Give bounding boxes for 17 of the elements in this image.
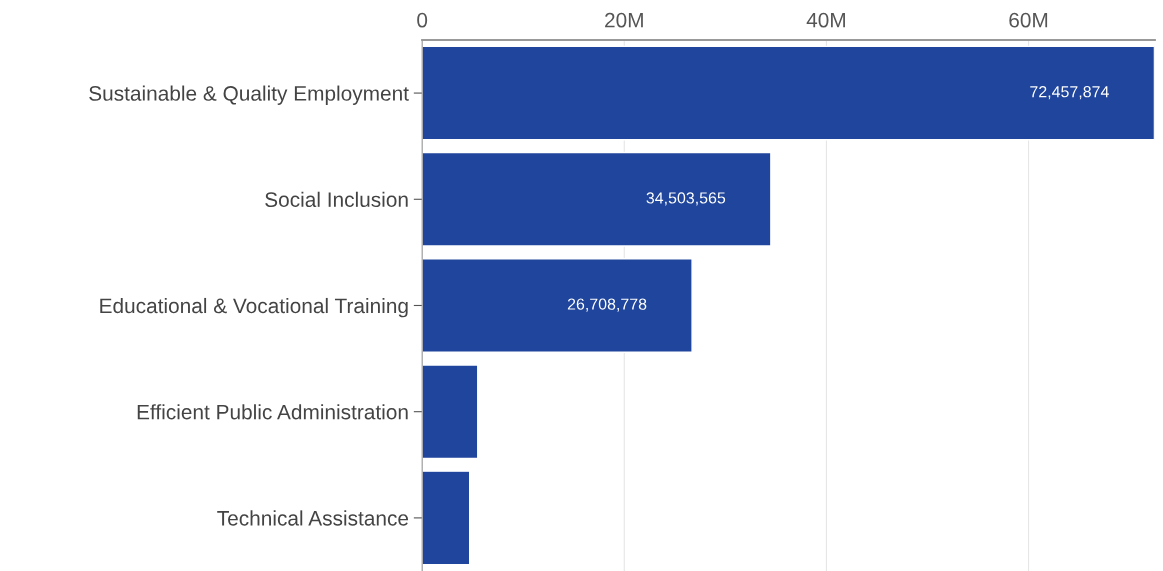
- y-tick-label: Technical Assistance: [217, 510, 409, 526]
- x-tick-label: 60M: [1009, 12, 1048, 28]
- y-tick-label: Social Inclusion: [265, 191, 408, 208]
- bar: [422, 364, 479, 460]
- y-tick-label: Educational & Vocational Training: [100, 297, 408, 318]
- data-label: 34,503,565: [646, 192, 726, 206]
- bar: [422, 45, 1155, 141]
- data-label: 26,708,778: [567, 298, 647, 312]
- bar: [422, 470, 471, 566]
- bar: [422, 258, 693, 353]
- y-tick-label: Sustainable & Quality Employment: [89, 85, 409, 105]
- x-tick-label: 20M: [605, 12, 643, 28]
- data-label: 72,457,874: [1030, 86, 1109, 100]
- x-tick-label: 40M: [806, 12, 845, 28]
- y-tick-label: Efficient Public Administration: [137, 404, 408, 420]
- x-tick-label: 0: [417, 12, 428, 28]
- bar: [422, 151, 772, 247]
